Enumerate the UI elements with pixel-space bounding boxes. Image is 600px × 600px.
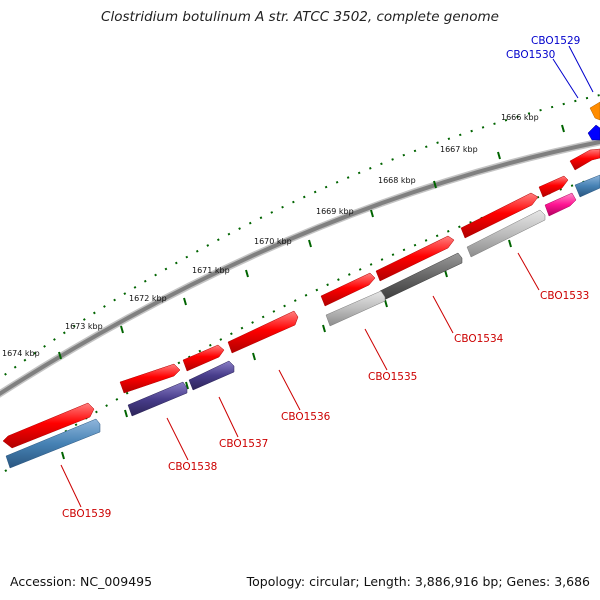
gene-label[interactable]: CBO1539 xyxy=(62,508,111,520)
scale-label: 1673 kbp xyxy=(65,322,103,331)
other-genes xyxy=(5,101,600,469)
gene-label[interactable]: CBO1535 xyxy=(368,371,417,383)
gene-cds[interactable] xyxy=(119,363,181,394)
gene-label[interactable]: CBO1534 xyxy=(454,333,504,345)
major-tick xyxy=(308,239,312,248)
gene-label[interactable]: CBO1530 xyxy=(506,49,555,61)
scale-label: 1670 kbp xyxy=(254,237,292,246)
gene-cds[interactable] xyxy=(538,175,569,198)
forward-strand-genes xyxy=(2,148,600,449)
gene-cds[interactable] xyxy=(227,310,299,354)
gene-cds[interactable] xyxy=(375,235,455,282)
major-tick xyxy=(433,180,437,189)
gene-cds[interactable] xyxy=(544,192,577,217)
scale-label: 1668 kbp xyxy=(378,176,416,185)
gene-label[interactable]: CBO1536 xyxy=(281,411,331,423)
gene-cds[interactable] xyxy=(589,101,600,121)
gene-cds[interactable] xyxy=(325,290,386,327)
accession-label: Accession: NC_009495 xyxy=(10,574,153,589)
major-tick xyxy=(120,325,124,334)
leader-line xyxy=(432,295,454,334)
gene-label[interactable]: CBO1533 xyxy=(540,290,589,302)
major-tick xyxy=(58,351,62,360)
major-tick xyxy=(370,209,374,218)
major-tick xyxy=(61,451,65,460)
gene-label[interactable]: CBO1529 xyxy=(531,35,580,47)
major-tick xyxy=(322,324,326,333)
map-title: Clostridium botulinum A str. ATCC 3502, … xyxy=(101,9,499,25)
major-tick xyxy=(252,352,256,361)
scale-label: 1669 kbp xyxy=(316,207,354,216)
leader-line xyxy=(517,252,540,291)
genome-summary: Topology: circular; Length: 3,886,916 bp… xyxy=(246,574,590,589)
genome-backbone xyxy=(0,138,600,398)
major-tick xyxy=(124,409,128,418)
leader-line xyxy=(278,369,301,411)
major-tick xyxy=(245,269,249,278)
major-tick xyxy=(497,151,501,160)
gene-cds[interactable] xyxy=(466,209,546,258)
leader-line xyxy=(552,58,579,99)
scale-label: 1672 kbp xyxy=(129,294,167,303)
outer-major-ticks xyxy=(58,124,565,360)
gene-cds[interactable] xyxy=(569,148,600,171)
gene-cds[interactable] xyxy=(587,124,600,141)
gene-cds[interactable] xyxy=(460,192,539,239)
leader-line xyxy=(568,45,594,93)
scale-label: 1666 kbp xyxy=(501,113,539,122)
gene-label[interactable]: CBO1538 xyxy=(168,461,217,473)
gene-label[interactable]: CBO1537 xyxy=(219,438,268,450)
scale-label: 1667 kbp xyxy=(440,145,478,154)
gene-cds[interactable] xyxy=(188,360,235,391)
leader-line xyxy=(60,464,82,508)
gene-cds[interactable] xyxy=(574,174,600,198)
major-tick xyxy=(561,124,565,133)
genome-backbone-core xyxy=(0,139,600,396)
gene-cds[interactable] xyxy=(5,418,101,469)
major-tick xyxy=(185,381,189,390)
major-tick xyxy=(183,297,187,306)
gene-label-leaders xyxy=(60,45,594,508)
gene-cds[interactable] xyxy=(127,381,188,417)
scale-label: 1674 kbp xyxy=(2,349,40,358)
gene-cds[interactable] xyxy=(2,402,95,449)
scale-label: 1671 kbp xyxy=(192,266,230,275)
gene-cds[interactable] xyxy=(182,344,225,372)
leader-line xyxy=(166,417,189,461)
leader-line xyxy=(218,396,239,438)
leader-line xyxy=(364,328,388,371)
major-tick xyxy=(508,239,512,248)
major-tick xyxy=(384,299,388,308)
gene-cds[interactable] xyxy=(320,272,376,307)
